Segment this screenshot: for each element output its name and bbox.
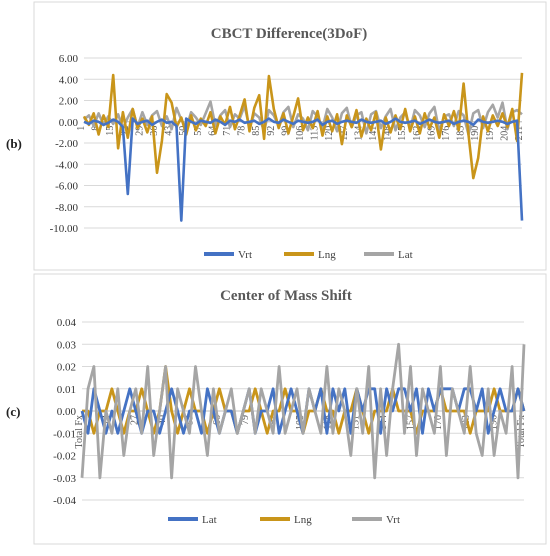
y-tick-label: -0.01 xyxy=(53,428,76,440)
chart-c-legend: Lat Lng Vrt xyxy=(168,514,400,526)
y-tick-label: 0.02 xyxy=(57,362,76,374)
legend-label: Lng xyxy=(294,514,312,526)
series-line-vrt xyxy=(80,342,526,480)
y-tick-label: -10.00 xyxy=(50,223,79,235)
y-tick-label: 0.04 xyxy=(57,317,77,329)
x-tick-label: 141 xyxy=(368,126,379,141)
series-line-vrt xyxy=(83,117,524,222)
series-line-lat xyxy=(83,100,523,136)
y-tick-label: 0.01 xyxy=(57,384,76,396)
x-tick-label: 15 xyxy=(105,126,116,136)
y-tick-label: -6.00 xyxy=(55,181,78,193)
x-tick-label: 85 xyxy=(251,126,262,136)
chart-c-panel-label: (c) xyxy=(6,404,20,419)
x-tick-label: 92 xyxy=(266,126,277,136)
x-tick-label: 71 xyxy=(222,126,233,136)
x-tick-label: 169 xyxy=(426,126,437,141)
x-tick-label: 196 xyxy=(488,415,499,430)
x-tick-label: 134 xyxy=(353,126,364,141)
x-tick-label: 92 xyxy=(267,415,278,425)
x-tick-label: 29 xyxy=(134,126,145,136)
legend-label: Lng xyxy=(318,249,336,261)
x-tick-label: 183 xyxy=(456,126,467,141)
y-tick-label: 0.00 xyxy=(57,406,77,418)
x-tick-label: Total Fx xyxy=(74,415,85,448)
chart-c-title: Center of Mass Shift xyxy=(220,288,352,304)
legend-label: Lat xyxy=(202,514,217,526)
x-tick-label: 197 xyxy=(485,126,496,141)
x-tick-label: 155 xyxy=(397,126,408,141)
y-tick-label: -0.03 xyxy=(53,473,76,485)
legend-label: Lat xyxy=(398,249,413,261)
x-tick-label: 99 xyxy=(280,126,291,136)
y-tick-label: 0.00 xyxy=(59,117,79,129)
chart-b-plot-area xyxy=(82,72,524,222)
x-tick-label: 148 xyxy=(383,126,394,141)
x-tick-label: 50 xyxy=(178,126,189,136)
x-tick-label: 120 xyxy=(324,126,335,141)
x-tick-label: 131 xyxy=(350,415,361,430)
x-tick-label: 211 xyxy=(514,126,525,141)
chart-b-legend: Vrt Lng Lat xyxy=(204,249,413,261)
y-tick-label: -8.00 xyxy=(55,202,78,214)
x-tick-label: 27 xyxy=(129,415,140,425)
x-tick-label: 162 xyxy=(412,126,423,141)
chart-c-plot-area xyxy=(80,342,526,480)
y-tick-label: -0.02 xyxy=(53,451,76,463)
chart-b-title: CBCT Difference(3DoF) xyxy=(211,26,368,42)
x-tick-label: 64 xyxy=(207,126,218,136)
x-tick-label: 113 xyxy=(310,126,321,141)
x-tick-label: 106 xyxy=(295,126,306,141)
y-tick-label: 0.03 xyxy=(57,339,77,351)
y-tick-label: 2.00 xyxy=(59,96,79,108)
x-tick-label: Total Fx xyxy=(516,415,527,448)
y-tick-label: 6.00 xyxy=(59,53,79,65)
x-tick-label: 43 xyxy=(164,126,175,136)
series-line-lng xyxy=(82,72,524,180)
x-tick-label: 1 xyxy=(76,126,87,131)
x-tick-label: 157 xyxy=(406,415,417,430)
y-tick-label: -4.00 xyxy=(55,159,78,171)
y-tick-label: -2.00 xyxy=(55,138,78,150)
x-tick-label: 57 xyxy=(193,126,204,136)
x-tick-label: 79 xyxy=(240,415,251,425)
chart-b-y-axis: 6.00 4.00 2.00 0.00 -2.00 -4.00 -6.00 -8.00 -10.… xyxy=(50,53,79,235)
y-tick-label: -0.04 xyxy=(53,495,76,507)
chart-b-panel-label: (b) xyxy=(6,136,22,151)
x-tick-label: 176 xyxy=(441,126,452,141)
legend-label: Vrt xyxy=(386,514,400,526)
x-tick-label: 190 xyxy=(470,126,481,141)
y-tick-label: 4.00 xyxy=(59,74,79,86)
chart-c-y-axis: 0.04 0.03 0.02 0.01 0.00 -0.01 -0.02 -0.03 -0.04 xyxy=(53,317,76,507)
x-tick-label: 170 xyxy=(433,415,444,430)
x-tick-label: 204 xyxy=(499,126,510,141)
legend-label: Vrt xyxy=(238,249,252,261)
x-tick-label: 78 xyxy=(237,126,248,136)
